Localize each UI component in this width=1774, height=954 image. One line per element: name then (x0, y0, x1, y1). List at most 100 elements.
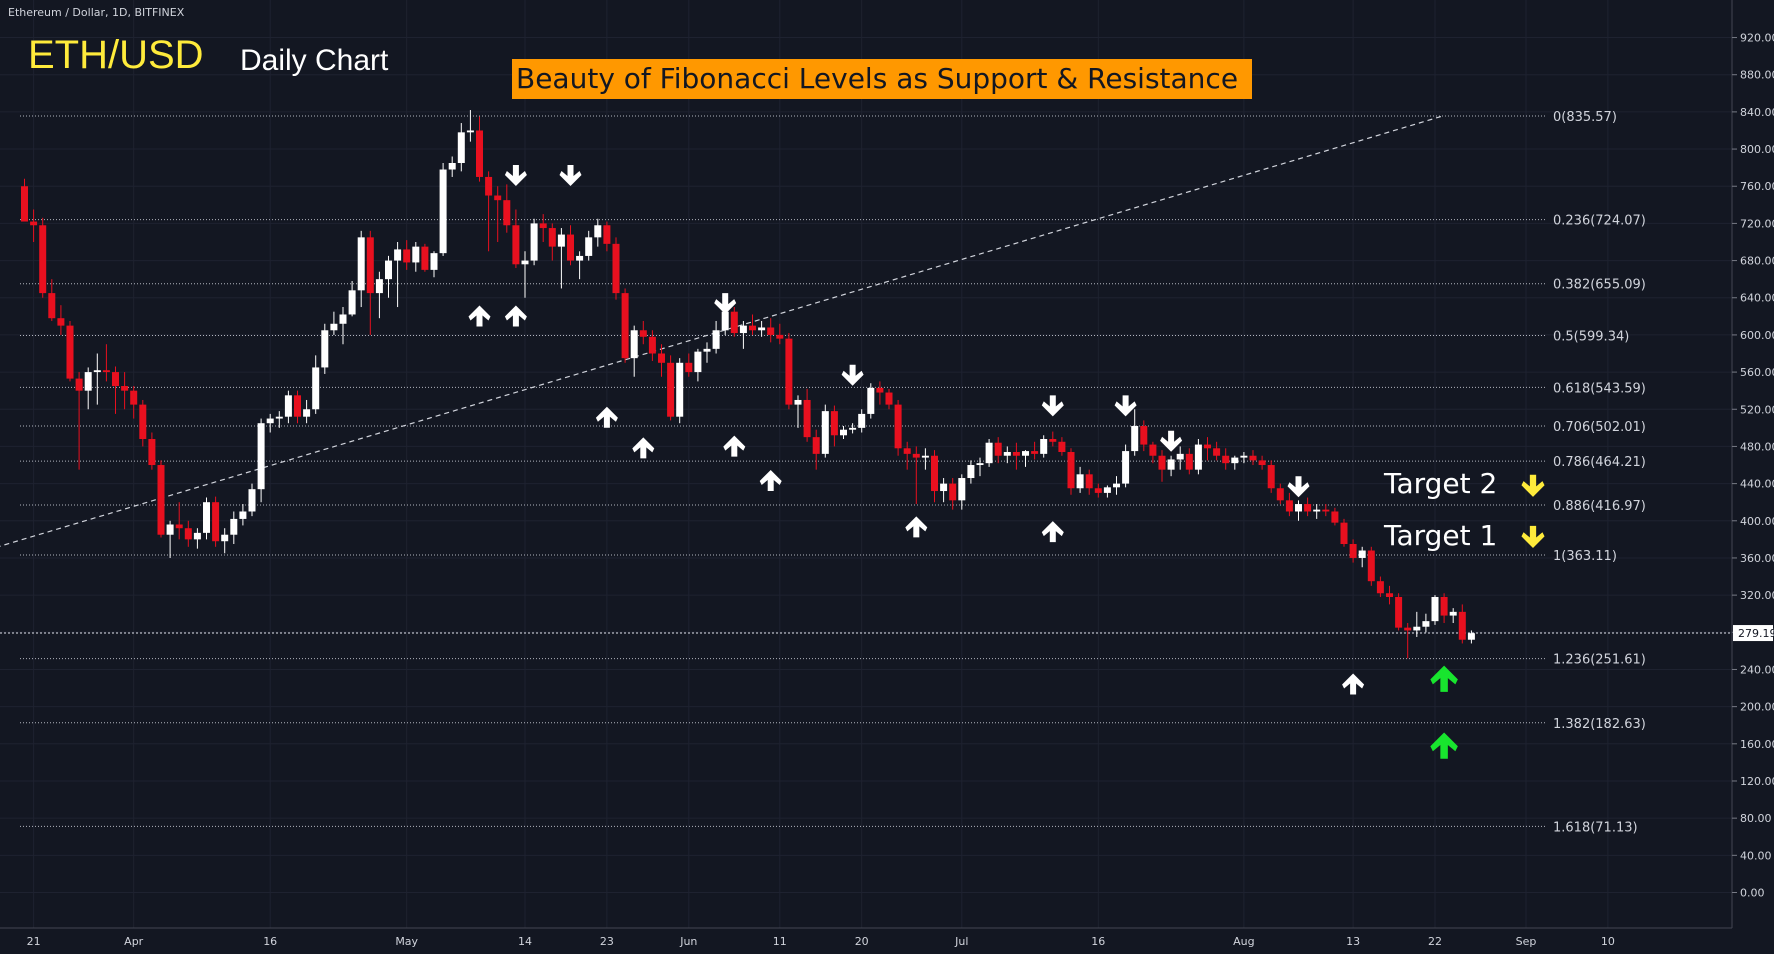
candle-up (303, 399, 311, 424)
candle-up (1240, 452, 1248, 464)
resistance-arrow-icon (1041, 395, 1064, 417)
candle-down (1386, 585, 1393, 605)
price-tick-label: 840.00 (1740, 106, 1774, 119)
candle-body (785, 338, 793, 405)
candle-body (1304, 504, 1312, 512)
candle-body (366, 237, 374, 294)
chart-subtitle: Daily Chart (240, 44, 389, 77)
candle-body (30, 221, 38, 226)
candle-body (1340, 522, 1348, 545)
candle-body (312, 367, 320, 410)
candle-down (102, 344, 110, 382)
candle-body (130, 390, 138, 405)
candle-body (330, 323, 338, 331)
candle-down (157, 460, 165, 538)
candle-down (658, 344, 665, 377)
price-tick-label: 640.00 (1740, 292, 1774, 305)
candle-body (1449, 611, 1457, 616)
candle-body (421, 246, 429, 270)
price-tick-label: 600.00 (1740, 329, 1774, 342)
candle-body (840, 429, 847, 436)
candle-body (512, 225, 520, 265)
candle-body (612, 243, 620, 294)
candle-down (685, 353, 693, 377)
candle-up (466, 110, 474, 142)
candle-body (1413, 626, 1421, 631)
candle-down (994, 437, 1002, 464)
price-tick-label: 40.00 (1740, 849, 1772, 862)
candle-body (958, 478, 966, 501)
candle-body (284, 395, 292, 417)
time-tick-label: Apr (124, 935, 144, 948)
candle-body (275, 416, 283, 419)
candle-body (157, 465, 165, 535)
price-tick-label: 320.00 (1740, 589, 1774, 602)
candle-body (1113, 483, 1120, 488)
support-arrow-icon (1041, 521, 1064, 543)
candle-up (1176, 446, 1184, 470)
candle-body (385, 260, 392, 280)
last-price-tag (1733, 625, 1773, 642)
candle-body (858, 413, 866, 428)
candle-down (1458, 604, 1466, 644)
candle-down (667, 355, 675, 421)
candle-down (148, 432, 156, 470)
candle-body (66, 325, 74, 379)
candle-up (284, 390, 292, 424)
candle-body (685, 362, 693, 373)
candle-up (530, 218, 538, 266)
candle-down (366, 230, 374, 335)
candle-body (530, 223, 538, 261)
time-tick-label: 22 (1428, 935, 1442, 948)
candle-body (931, 455, 938, 492)
candle-down (1140, 420, 1148, 452)
candle-body (503, 200, 511, 226)
candle-up (576, 251, 584, 280)
candle-down (785, 333, 793, 410)
candle-up (439, 162, 447, 256)
candle-body (1367, 550, 1375, 582)
candle-body (1276, 488, 1284, 501)
price-tick-label: 120.00 (1740, 775, 1774, 788)
target-up-arrow-icon (1430, 665, 1458, 692)
candle-down (112, 366, 119, 414)
candle-up (958, 474, 966, 510)
candle-up (375, 271, 383, 319)
candle-body (485, 176, 493, 196)
candle-down (494, 186, 502, 242)
candle-body (1185, 453, 1193, 470)
fib-level-label: 0.382(655.09) (1553, 278, 1646, 293)
candle-down (1067, 448, 1075, 495)
candle-body (639, 330, 647, 337)
candle-up (921, 448, 929, 470)
support-arrow-icon (759, 469, 782, 491)
fib-level-label: 1.618(71.13) (1553, 820, 1638, 835)
trend-line (0, 115, 1445, 547)
price-tick-label: 480.00 (1740, 440, 1774, 453)
candle-up (248, 483, 256, 517)
candle-body (212, 502, 220, 542)
candle-body (375, 279, 383, 294)
candle-up (703, 342, 711, 363)
candle-up (1313, 504, 1321, 519)
candle-body (994, 442, 1002, 456)
fibonacci-levels: 0(835.57) 0.236(724.07) 0.382(655.09) 0.5(5… (0, 110, 1732, 835)
arrows (468, 164, 1545, 759)
candle-down (1149, 441, 1157, 464)
candle-body (967, 465, 975, 479)
candle-body (348, 290, 356, 315)
fib-level-label: 0(835.57) (1553, 110, 1617, 125)
candle-down (1204, 437, 1211, 461)
price-tick-label: 920.00 (1740, 32, 1774, 45)
candle-body (1040, 439, 1048, 454)
candle-down (830, 405, 838, 447)
candle-up (266, 413, 274, 433)
candle-down (1213, 441, 1221, 461)
candle-up (321, 323, 329, 374)
candle-down (730, 307, 738, 337)
candle-body (1285, 500, 1293, 512)
candle-body (648, 336, 656, 354)
support-arrow-icon (632, 437, 655, 459)
